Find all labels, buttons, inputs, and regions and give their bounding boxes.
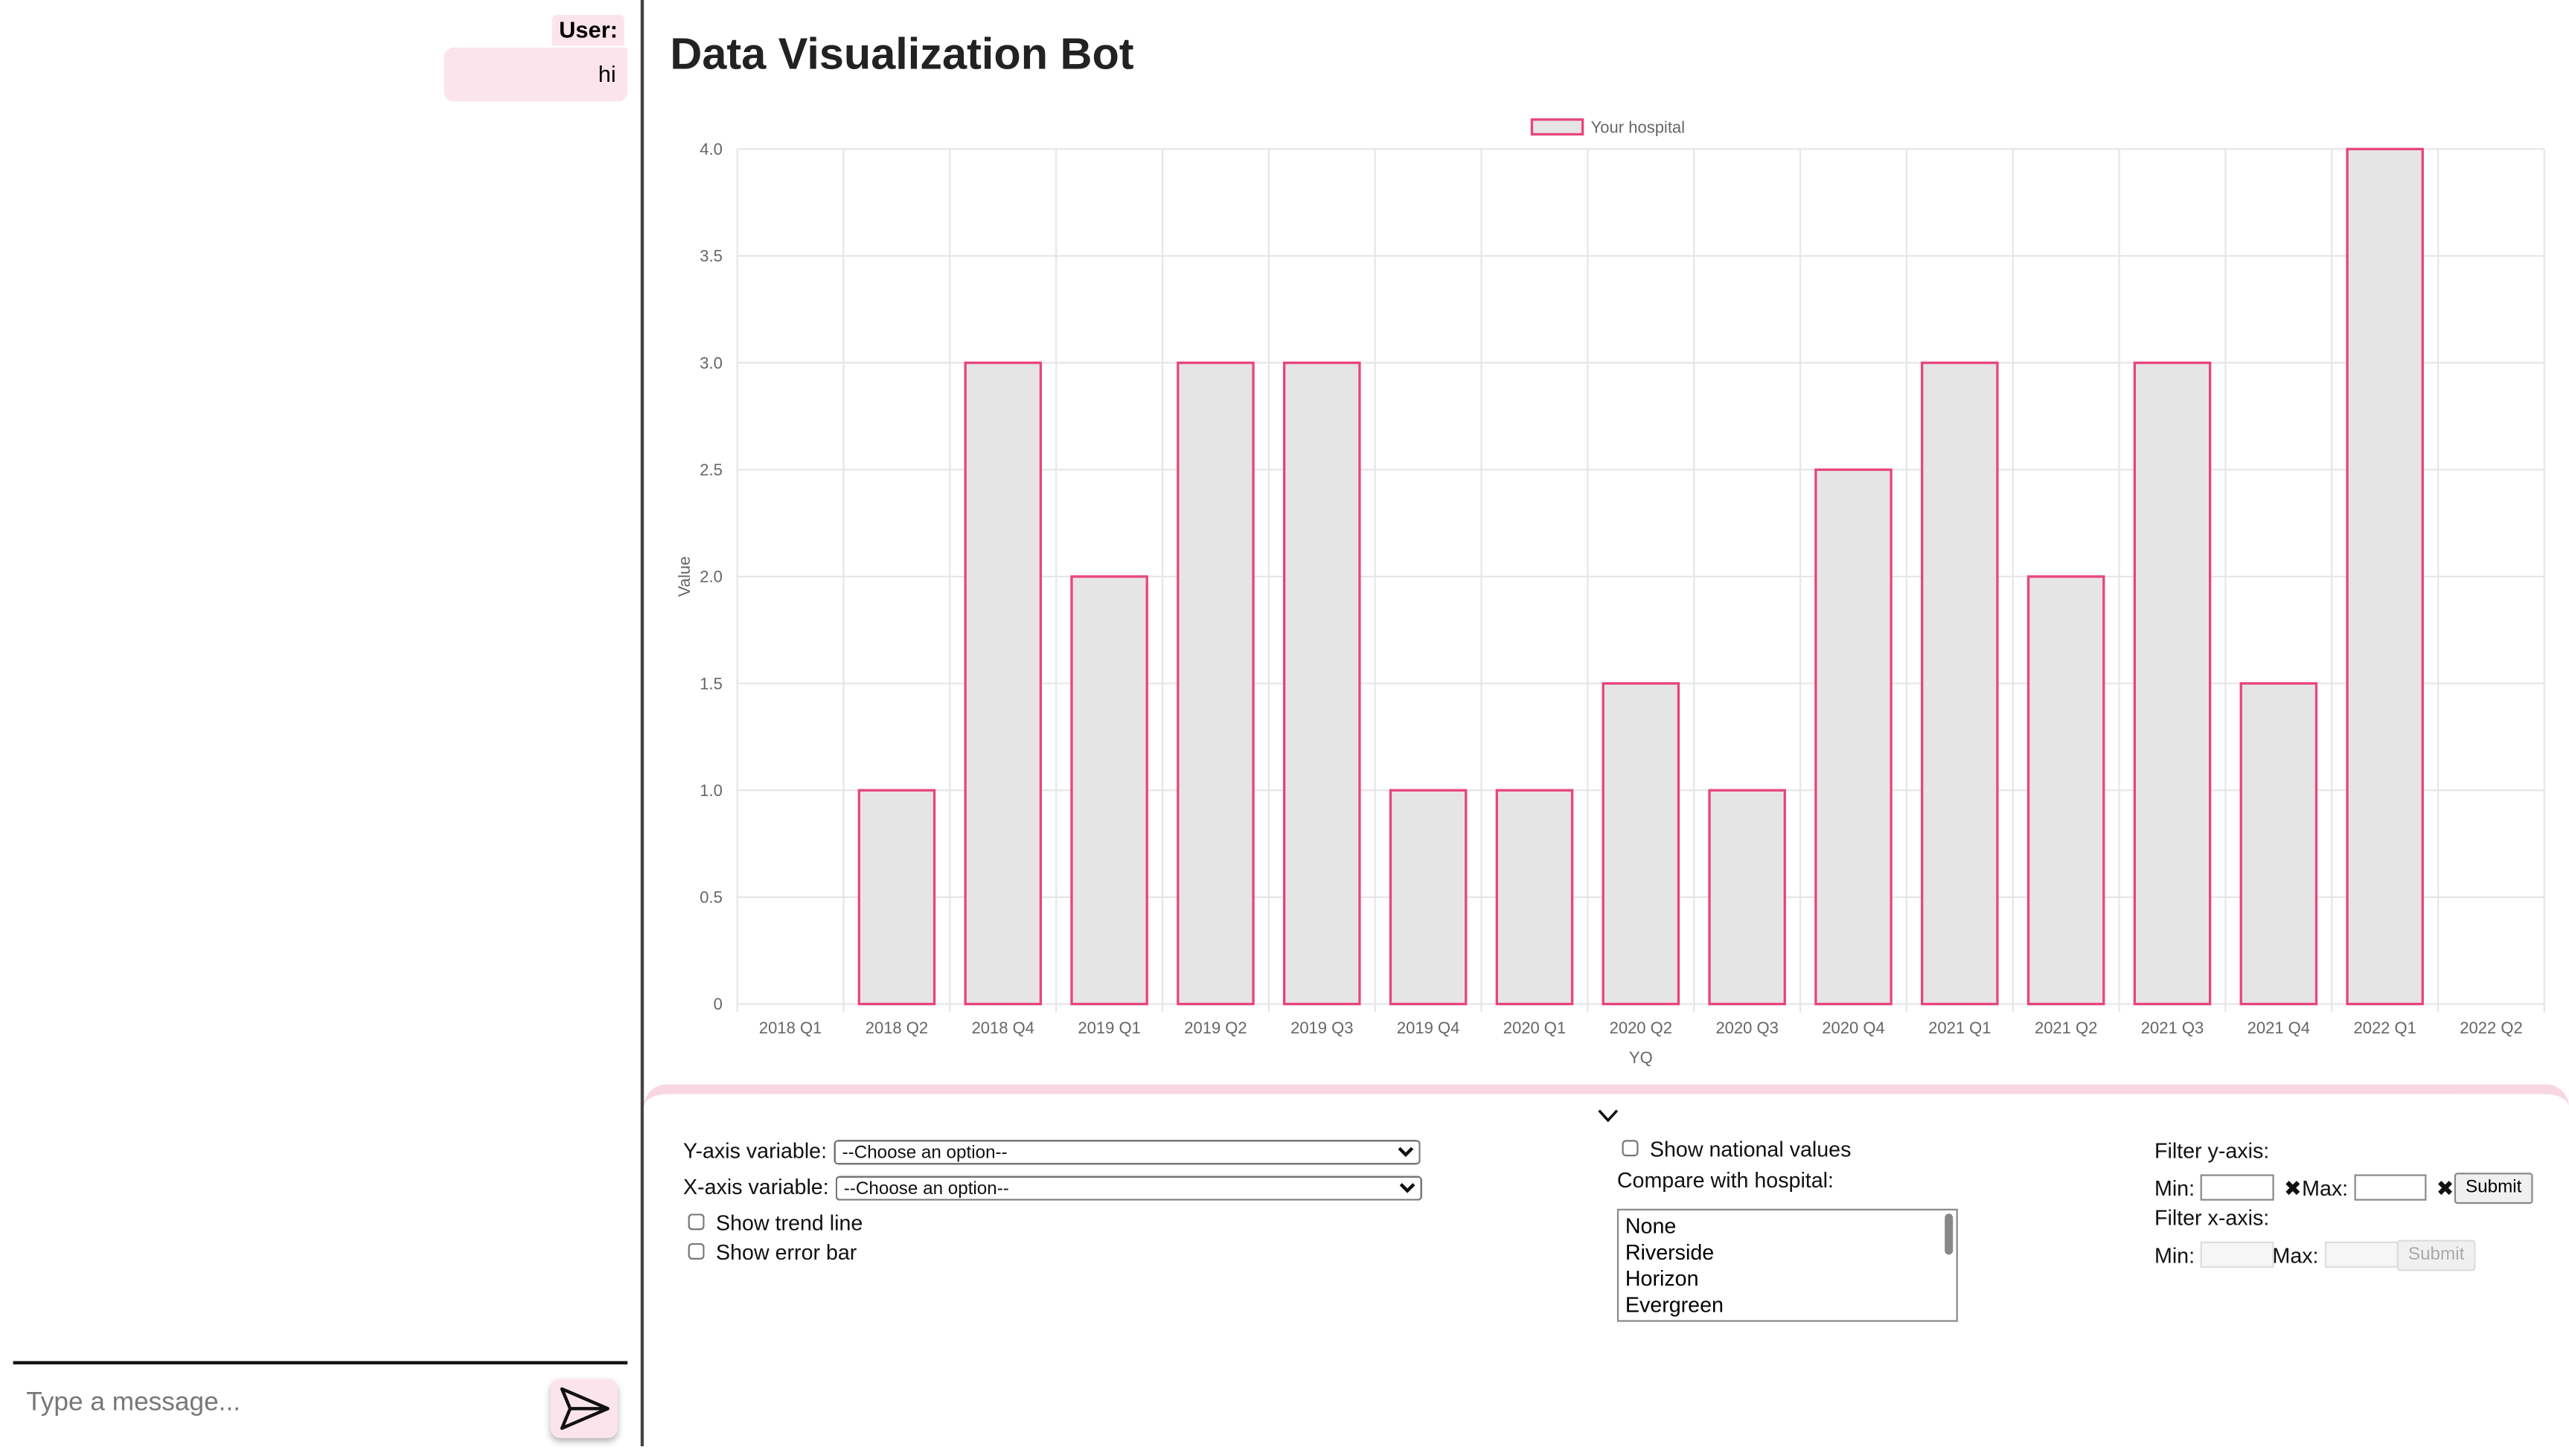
bar xyxy=(2239,682,2318,1006)
clear-icon[interactable]: ✖ xyxy=(2283,1176,2302,1201)
x-axis-label: X-axis variable: xyxy=(683,1174,829,1199)
x-tick-label: 2018 Q2 xyxy=(866,1019,928,1037)
trend-label: Show trend line xyxy=(716,1210,863,1235)
y-tick-label: 0 xyxy=(714,995,723,1013)
x-tick-label: 2021 Q4 xyxy=(2248,1019,2310,1037)
x-axis-title: YQ xyxy=(1629,1048,1653,1067)
y-max-input[interactable] xyxy=(2354,1174,2427,1201)
bar xyxy=(1070,575,1148,1006)
legend-swatch xyxy=(1530,118,1584,136)
chart: 0 0.5 1.0 1.5 2.0 2.5 3.0 3.5 4.0 2018 Q1 2018 Q2 2… xyxy=(675,118,2546,1067)
hospital-list[interactable]: None Riverside Horizon Evergreen xyxy=(1616,1208,1958,1322)
x-tick-label: 2021 Q2 xyxy=(2035,1019,2097,1037)
bar xyxy=(1921,361,1999,1006)
sender-label: User: xyxy=(551,14,624,46)
x-tick-label: 2019 Q3 xyxy=(1290,1019,1353,1037)
bar xyxy=(1177,361,1255,1006)
filter-x-label: Filter x-axis: xyxy=(2154,1205,2270,1231)
x-axis-select[interactable]: --Choose an option-- xyxy=(835,1176,1422,1201)
x-tick-label: 2019 Q2 xyxy=(1184,1019,1247,1037)
bar xyxy=(1708,789,1786,1006)
x-min-input[interactable] xyxy=(2200,1241,2274,1268)
x-tick-label: 2022 Q1 xyxy=(2353,1019,2416,1037)
x-tick-label: 2021 Q3 xyxy=(2141,1019,2204,1037)
input-border xyxy=(13,1361,628,1364)
y-tick-label: 2.5 xyxy=(700,461,723,479)
submit-button[interactable]: Submit xyxy=(2454,1173,2533,1205)
y-tick-label: 2.0 xyxy=(700,568,723,586)
x-tick-label: 2019 Q1 xyxy=(1078,1019,1140,1037)
x-max-input[interactable] xyxy=(2324,1241,2399,1268)
x-tick-label: 2020 Q3 xyxy=(1715,1019,1778,1037)
legend-label: Your hospital xyxy=(1591,118,1685,136)
option[interactable]: None xyxy=(1625,1213,1677,1239)
send-button[interactable] xyxy=(550,1379,618,1438)
national-label: Show national values xyxy=(1649,1136,1852,1161)
bar xyxy=(1495,789,1574,1006)
national-checkbox[interactable] xyxy=(1622,1140,1639,1157)
bar xyxy=(2346,147,2424,1006)
y-axis-label: Y-axis variable: xyxy=(683,1138,828,1164)
page-title: Data Visualization Bot xyxy=(670,29,1134,79)
y-tick-label: 4.0 xyxy=(700,140,723,158)
max-label: Max: xyxy=(2302,1176,2349,1201)
message-bubble: hi xyxy=(444,47,628,102)
bar xyxy=(857,789,936,1006)
y-tick-label: 1.0 xyxy=(700,781,723,800)
option[interactable]: Riverside xyxy=(1625,1239,1715,1265)
bar xyxy=(964,361,1043,1006)
collapse-toggle[interactable] xyxy=(1597,1109,1619,1123)
x-tick-label: 2020 Q4 xyxy=(1822,1019,1884,1037)
message-input[interactable]: Type a message... xyxy=(26,1388,241,1417)
error-checkbox[interactable] xyxy=(688,1242,705,1260)
min-label: Min: xyxy=(2154,1176,2195,1201)
max-label: Max: xyxy=(2272,1242,2319,1268)
x-tick-label: 2020 Q2 xyxy=(1610,1019,1672,1037)
bar xyxy=(2133,361,2212,1006)
x-tick-label: 2019 Q4 xyxy=(1397,1019,1459,1037)
y-tick-label: 1.5 xyxy=(700,674,723,693)
y-axis-title: Value xyxy=(675,557,694,597)
option[interactable]: Horizon xyxy=(1625,1266,1699,1291)
y-axis-select[interactable]: --Choose an option-- xyxy=(834,1140,1421,1165)
bar xyxy=(1389,789,1468,1006)
error-label: Show error bar xyxy=(716,1239,857,1265)
scrollbar xyxy=(1945,1213,1954,1255)
submit-button[interactable]: Submit xyxy=(2396,1239,2476,1271)
compare-label: Compare with hospital: xyxy=(1616,1167,1834,1193)
x-tick-label: 2021 Q1 xyxy=(1928,1019,1991,1037)
trend-checkbox[interactable] xyxy=(688,1213,705,1231)
send-icon xyxy=(560,1387,610,1430)
option[interactable]: Evergreen xyxy=(1625,1292,1724,1318)
chat-panel: User: hi Type a message... xyxy=(0,0,644,1446)
bar xyxy=(1602,682,1680,1006)
bar xyxy=(1814,468,1893,1006)
min-label: Min: xyxy=(2154,1242,2195,1268)
x-tick-label: 2018 Q4 xyxy=(972,1019,1034,1037)
bar xyxy=(2026,575,2105,1006)
clear-icon[interactable]: ✖ xyxy=(2436,1176,2454,1201)
y-min-input[interactable] xyxy=(2200,1174,2274,1201)
y-tick-label: 3.5 xyxy=(700,247,723,266)
y-tick-label: 0.5 xyxy=(700,888,723,907)
x-tick-label: 2020 Q1 xyxy=(1503,1019,1566,1037)
filter-y-label: Filter y-axis: xyxy=(2154,1138,2270,1164)
x-tick-label: 2018 Q1 xyxy=(759,1019,822,1037)
x-tick-label: 2022 Q2 xyxy=(2460,1019,2522,1037)
y-tick-label: 3.0 xyxy=(700,353,723,372)
bar xyxy=(1283,361,1361,1006)
